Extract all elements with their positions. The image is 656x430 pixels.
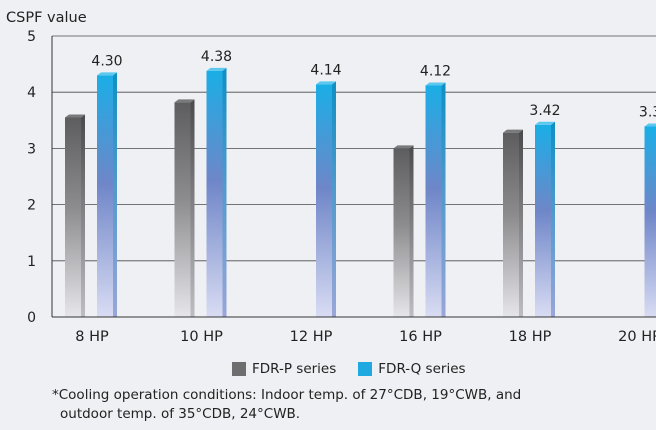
legend-item-fdr-q: FDR-Q series xyxy=(358,361,466,377)
legend-label-fdr-p: FDR-P series xyxy=(252,361,337,377)
bar-top-p-16hp xyxy=(393,145,414,149)
y-tick-label-4: 4 xyxy=(27,85,36,101)
bar-q-10hp xyxy=(206,70,223,318)
x-tick-label-10hp: 10 HP xyxy=(180,329,223,345)
bar-top-p-18hp xyxy=(503,129,523,133)
cspf-bar-chart: 4.30 4.38 4.14 4.12 3.42 3.39 0 1 2 3 4 5 CSPF valu… xyxy=(6,10,656,345)
bar-top-q-20hp xyxy=(644,123,656,127)
data-label-q-10hp: 4.38 xyxy=(201,49,232,65)
footnote-line-1: *Cooling operation conditions: Indoor te… xyxy=(52,387,522,403)
bar-p-10hp xyxy=(174,102,191,317)
footnote: *Cooling operation conditions: Indoor te… xyxy=(52,386,642,424)
y-tick-label-1: 1 xyxy=(27,254,36,270)
x-tick-label-16hp: 16 HP xyxy=(399,329,442,345)
bar-p-8hp xyxy=(65,117,81,318)
bar-side-q-18hp xyxy=(551,121,555,318)
data-label-q-12hp: 4.14 xyxy=(310,62,341,78)
footnote-line-2: outdoor temp. of 35°CDB, 24°CWB. xyxy=(60,406,301,422)
legend: FDR-P series FDR-Q series xyxy=(232,360,488,378)
x-tick-label-20hp: 20 HP xyxy=(618,329,656,345)
bar-side-p-8hp xyxy=(81,114,85,318)
bar-top-q-18hp xyxy=(535,121,555,125)
bar-side-q-8hp xyxy=(113,72,117,317)
bar-q-16hp xyxy=(425,85,442,318)
x-tick-label-12hp: 12 HP xyxy=(290,329,333,345)
bar-top-p-8hp xyxy=(65,114,85,118)
bar-side-p-18hp xyxy=(519,129,523,317)
bar-q-20hp xyxy=(644,126,656,318)
y-tick-label-5: 5 xyxy=(27,29,36,45)
y-axis-title: CSPF value xyxy=(6,10,87,26)
bar-top-q-10hp xyxy=(206,67,227,71)
bar-side-p-10hp xyxy=(190,99,195,317)
y-tick-label-0: 0 xyxy=(27,310,36,326)
bar-top-p-10hp xyxy=(174,99,195,103)
bar-q-12hp xyxy=(316,84,332,317)
bar-top-q-12hp xyxy=(316,81,336,85)
data-label-q-20hp: 3.39 xyxy=(639,104,656,120)
chart-area: 4.30 4.38 4.14 4.12 3.42 3.39 0 1 2 3 4 5 CSPF valu… xyxy=(6,10,656,345)
bar-p-16hp xyxy=(393,148,410,317)
bar-q-18hp xyxy=(535,124,551,318)
data-label-q-18hp: 3.42 xyxy=(529,103,560,119)
bar-side-q-16hp xyxy=(441,82,446,318)
bar-side-q-10hp xyxy=(222,67,227,318)
bar-top-q-16hp xyxy=(425,82,446,86)
bar-side-q-12hp xyxy=(332,81,336,317)
bar-side-p-16hp xyxy=(409,145,414,317)
bar-q-8hp xyxy=(97,75,113,317)
y-tick-label-3: 3 xyxy=(27,141,36,157)
bar-p-18hp xyxy=(503,132,519,317)
legend-swatch-fdr-p xyxy=(232,362,246,376)
x-tick-label-18hp: 18 HP xyxy=(509,329,552,345)
data-label-q-8hp: 4.30 xyxy=(91,53,122,69)
data-label-q-16hp: 4.12 xyxy=(420,63,451,79)
legend-label-fdr-q: FDR-Q series xyxy=(378,361,466,377)
legend-item-fdr-p: FDR-P series xyxy=(232,361,336,377)
x-tick-label-8hp: 8 HP xyxy=(75,329,109,345)
bar-top-q-8hp xyxy=(97,72,117,76)
legend-swatch-fdr-q xyxy=(358,362,373,376)
y-tick-label-2: 2 xyxy=(27,198,36,214)
